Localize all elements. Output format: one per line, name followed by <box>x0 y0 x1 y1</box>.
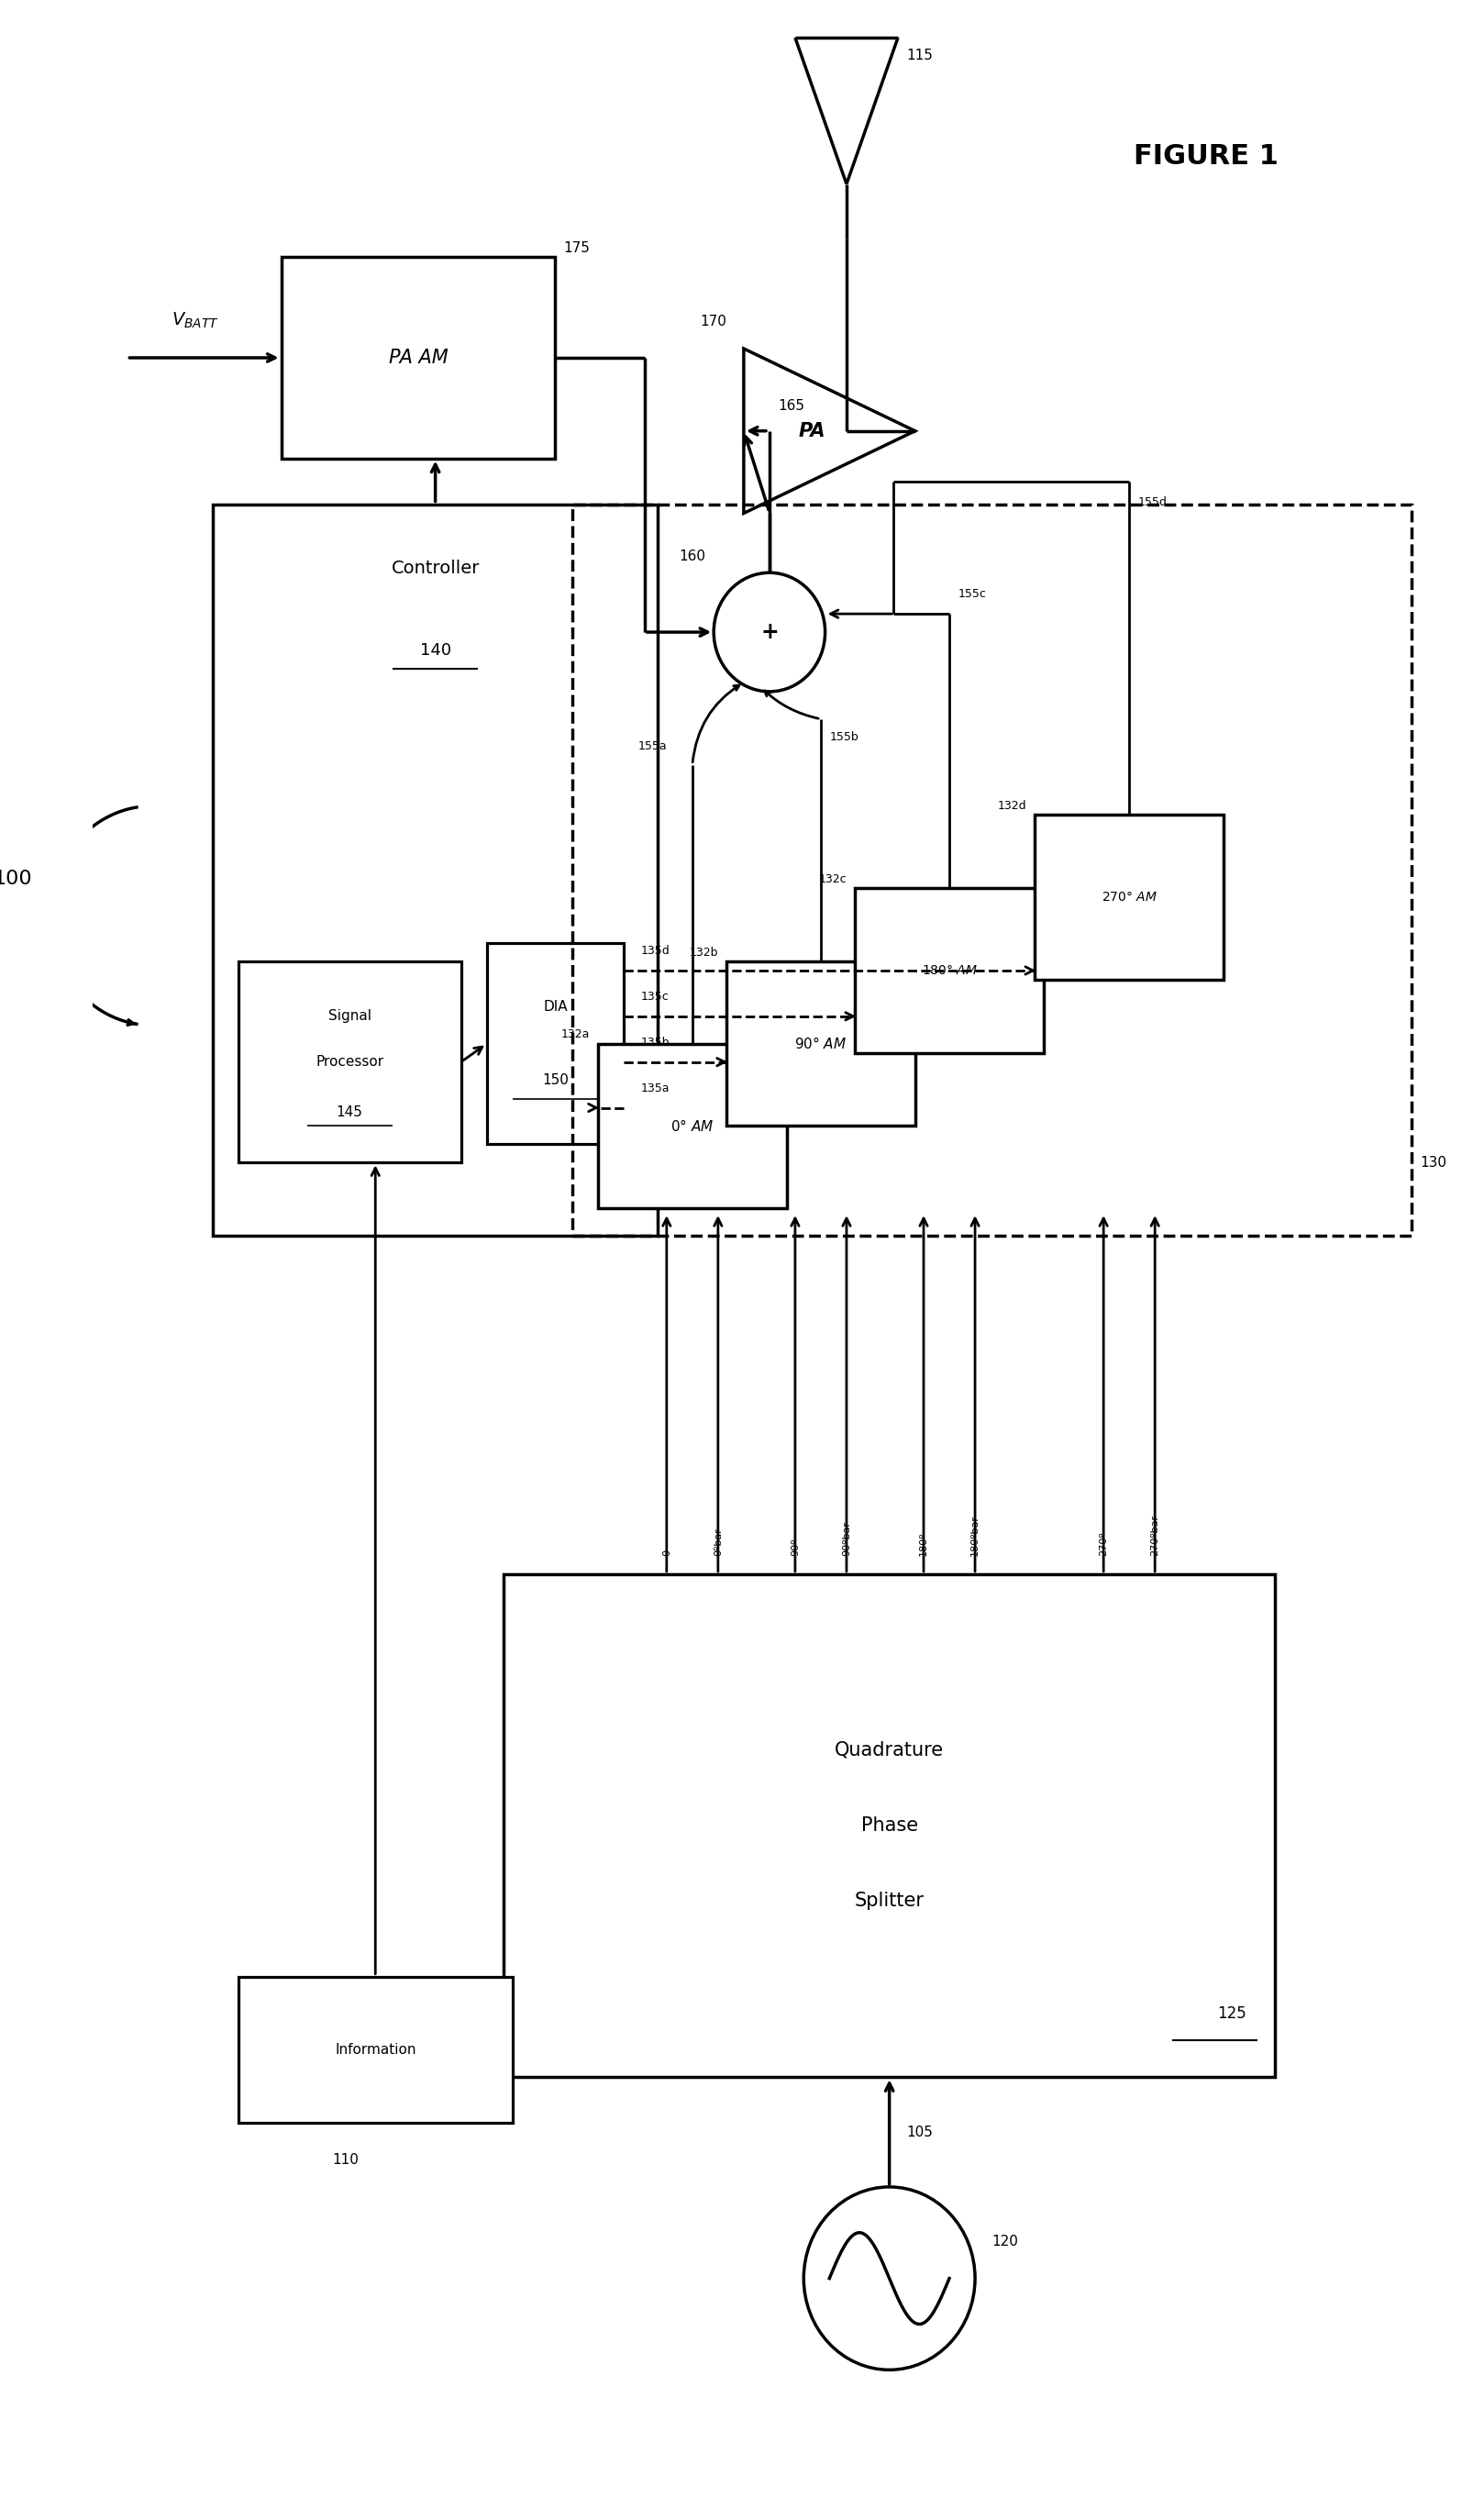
Text: 160: 160 <box>678 549 705 564</box>
Text: 132d: 132d <box>997 799 1026 811</box>
Text: 145: 145 <box>336 1106 363 1119</box>
Text: 150: 150 <box>542 1074 569 1086</box>
Text: Phase: Phase <box>861 1817 918 1835</box>
Text: DIA: DIA <box>542 1000 567 1013</box>
Text: Quadrature: Quadrature <box>835 1741 944 1759</box>
Text: 155a: 155a <box>637 741 667 753</box>
Text: 170: 170 <box>700 315 727 328</box>
Text: 0ºbar: 0ºbar <box>713 1527 722 1555</box>
Bar <box>238 963 461 1162</box>
Bar <box>238 1976 513 2122</box>
Text: 90ºbar: 90ºbar <box>842 1522 851 1555</box>
Text: 130: 130 <box>1421 1157 1447 1169</box>
Text: $0°$ AM: $0°$ AM <box>671 1119 713 1134</box>
Bar <box>212 504 658 1235</box>
Text: PA AM: PA AM <box>389 348 447 368</box>
Bar <box>1035 814 1224 980</box>
Text: 125: 125 <box>1218 2006 1247 2024</box>
Bar <box>598 1043 787 1207</box>
Text: 110: 110 <box>332 2152 360 2167</box>
Text: $270°$ AM: $270°$ AM <box>1101 892 1156 905</box>
Text: 132a: 132a <box>561 1028 589 1041</box>
Text: 120: 120 <box>993 2235 1019 2248</box>
Text: Information: Information <box>335 2044 417 2056</box>
Bar <box>504 1575 1275 2076</box>
Bar <box>727 963 915 1126</box>
Text: 132c: 132c <box>819 872 846 885</box>
Text: 270ºbar: 270ºbar <box>1151 1515 1159 1555</box>
Bar <box>573 504 1412 1235</box>
Text: 135d: 135d <box>640 945 670 958</box>
Text: FIGURE 1: FIGURE 1 <box>1135 144 1279 169</box>
Text: 155c: 155c <box>958 587 987 600</box>
Text: $V_{BATT}$: $V_{BATT}$ <box>173 310 219 330</box>
Text: 155b: 155b <box>829 731 858 743</box>
Text: 105: 105 <box>906 2124 933 2139</box>
Text: PA: PA <box>798 421 826 441</box>
Bar <box>855 887 1044 1053</box>
Text: 135c: 135c <box>640 990 670 1003</box>
Text: 115: 115 <box>906 48 933 63</box>
Text: 270º: 270º <box>1099 1532 1108 1555</box>
Text: Splitter: Splitter <box>854 1893 924 1910</box>
Text: 165: 165 <box>778 398 804 413</box>
Text: 100: 100 <box>0 869 32 887</box>
Text: Signal: Signal <box>327 1011 371 1023</box>
Text: +: + <box>760 620 778 643</box>
Text: 140: 140 <box>420 643 450 658</box>
Text: $180°$ AM: $180°$ AM <box>921 965 977 978</box>
Text: 155d: 155d <box>1137 496 1167 509</box>
Bar <box>487 942 624 1144</box>
Text: 90º: 90º <box>791 1537 800 1555</box>
Text: 180ºbar: 180ºbar <box>971 1515 980 1555</box>
Text: 135b: 135b <box>640 1036 670 1048</box>
Text: $90°$ AM: $90°$ AM <box>795 1036 846 1051</box>
Text: 135a: 135a <box>640 1081 670 1094</box>
Text: 175: 175 <box>564 242 591 255</box>
Text: Controller: Controller <box>392 559 480 577</box>
Bar <box>281 257 556 459</box>
Text: Processor: Processor <box>316 1056 383 1068</box>
Text: 180º: 180º <box>920 1532 928 1555</box>
Text: 132b: 132b <box>689 948 718 958</box>
Text: 0: 0 <box>662 1550 671 1555</box>
